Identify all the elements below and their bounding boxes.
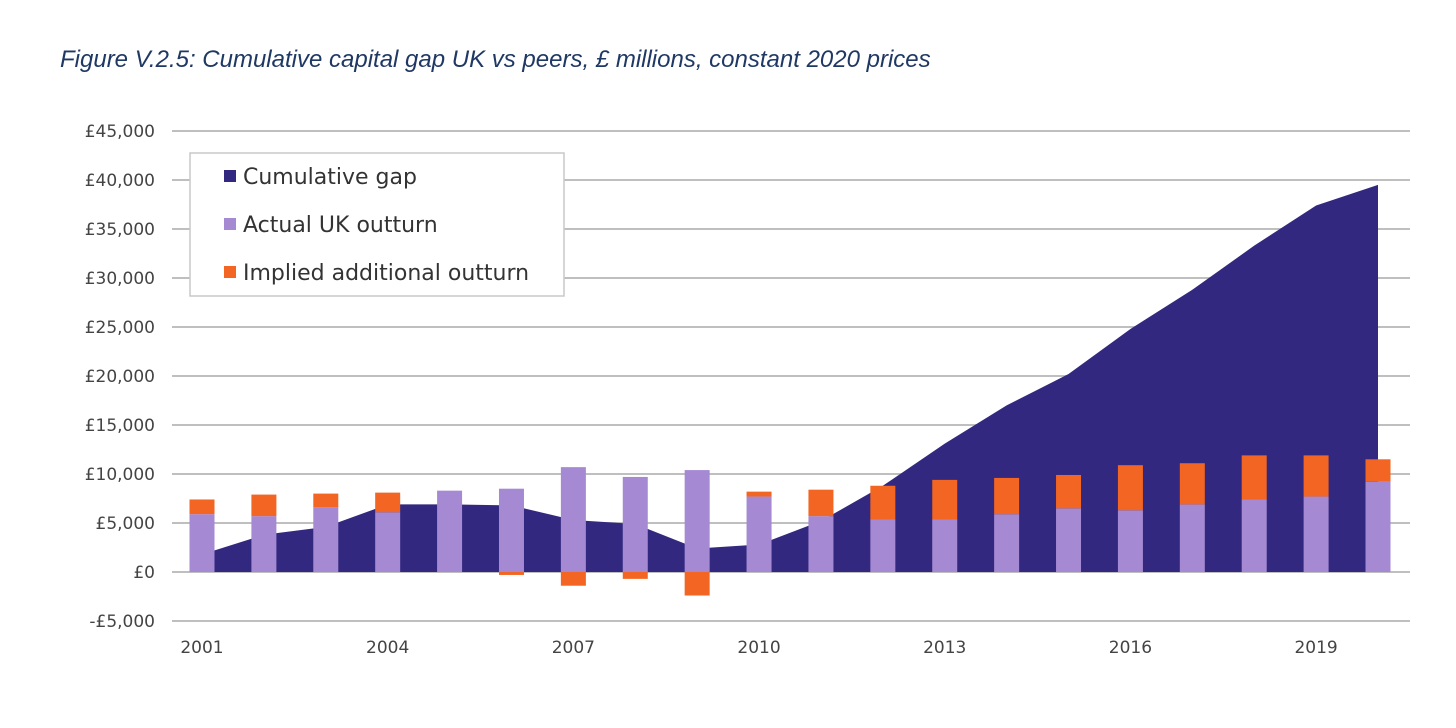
bar-implied-additional-outturn: [498, 572, 524, 575]
bar-implied-additional-outturn: [189, 499, 215, 515]
bar-actual-uk-outturn: [437, 490, 463, 572]
y-tick-label: £40,000: [85, 171, 155, 191]
y-tick-label: £0: [133, 563, 155, 583]
bar-actual-uk-outturn: [684, 470, 710, 572]
bar-actual-uk-outturn: [1117, 510, 1143, 572]
bar-actual-uk-outturn: [189, 514, 215, 572]
bar-actual-uk-outturn: [1303, 496, 1329, 572]
bar-implied-additional-outturn: [1241, 455, 1267, 500]
bar-implied-additional-outturn: [684, 572, 710, 596]
bar-actual-uk-outturn: [808, 516, 834, 572]
x-tick-label: 2007: [552, 638, 595, 658]
bar-actual-uk-outturn: [251, 516, 277, 572]
legend-swatch: [224, 266, 236, 278]
bar-actual-uk-outturn: [560, 467, 586, 572]
bar-implied-additional-outturn: [313, 493, 339, 508]
legend-label: Cumulative gap: [243, 165, 417, 190]
bar-actual-uk-outturn: [1179, 504, 1205, 572]
bar-implied-additional-outturn: [1365, 459, 1391, 482]
bar-actual-uk-outturn: [313, 507, 339, 572]
y-tick-label: £15,000: [85, 416, 155, 436]
bar-implied-additional-outturn: [994, 477, 1020, 515]
bar-implied-additional-outturn: [1303, 455, 1329, 497]
bar-actual-uk-outturn: [994, 514, 1020, 572]
legend-swatch: [224, 170, 236, 182]
bar-actual-uk-outturn: [746, 496, 772, 572]
y-axis-ticks: -£5,000 £0 £5,000 £10,000 £15,000 £20,000 £25,…: [85, 122, 155, 632]
x-axis-ticks: 2001 2004 2007 2010 2013 2016 2019: [180, 638, 1337, 658]
bars: [189, 455, 1391, 596]
bar-implied-additional-outturn: [870, 485, 896, 520]
bar-actual-uk-outturn: [1241, 499, 1267, 572]
bar-implied-additional-outturn: [375, 492, 401, 513]
bar-implied-additional-outturn: [1056, 474, 1082, 509]
bar-implied-additional-outturn: [1117, 465, 1143, 511]
bar-actual-uk-outturn: [1365, 481, 1391, 572]
y-tick-label: £5,000: [96, 514, 155, 534]
bar-actual-uk-outturn: [932, 519, 958, 572]
x-tick-label: 2001: [180, 638, 223, 658]
y-tick-label: -£5,000: [89, 612, 155, 632]
y-tick-label: £20,000: [85, 367, 155, 387]
legend-label: Actual UK outturn: [243, 213, 438, 238]
legend-label: Implied additional outturn: [243, 261, 529, 286]
x-tick-label: 2016: [1109, 638, 1152, 658]
x-tick-label: 2013: [923, 638, 966, 658]
x-tick-label: 2019: [1294, 638, 1337, 658]
figure-title: Figure V.2.5: Cumulative capital gap UK …: [60, 46, 931, 73]
bar-implied-additional-outturn: [746, 491, 772, 497]
bar-actual-uk-outturn: [498, 488, 524, 572]
bar-actual-uk-outturn: [622, 476, 648, 572]
bar-implied-additional-outturn: [622, 572, 648, 579]
bar-actual-uk-outturn: [1056, 508, 1082, 572]
legend-box: [189, 152, 565, 297]
cumulative-gap-area-shape: [202, 184, 1378, 572]
y-tick-label: £10,000: [85, 465, 155, 485]
y-tick-label: £35,000: [85, 220, 155, 240]
bar-actual-uk-outturn: [870, 519, 896, 572]
y-tick-label: £45,000: [85, 122, 155, 142]
y-tick-label: £30,000: [85, 269, 155, 289]
cumulative-gap-area: [202, 184, 1378, 572]
x-tick-label: 2010: [737, 638, 780, 658]
x-tick-label: 2004: [366, 638, 409, 658]
bar-implied-additional-outturn: [560, 572, 586, 586]
bar-actual-uk-outturn: [375, 512, 401, 572]
y-tick-label: £25,000: [85, 318, 155, 338]
bar-implied-additional-outturn: [251, 494, 277, 517]
legend-swatch: [224, 218, 236, 230]
bar-implied-additional-outturn: [808, 489, 834, 517]
bar-implied-additional-outturn: [932, 479, 958, 520]
bar-implied-additional-outturn: [1179, 463, 1205, 505]
legend: Cumulative gap Actual UK outturn Implied a…: [189, 152, 565, 297]
